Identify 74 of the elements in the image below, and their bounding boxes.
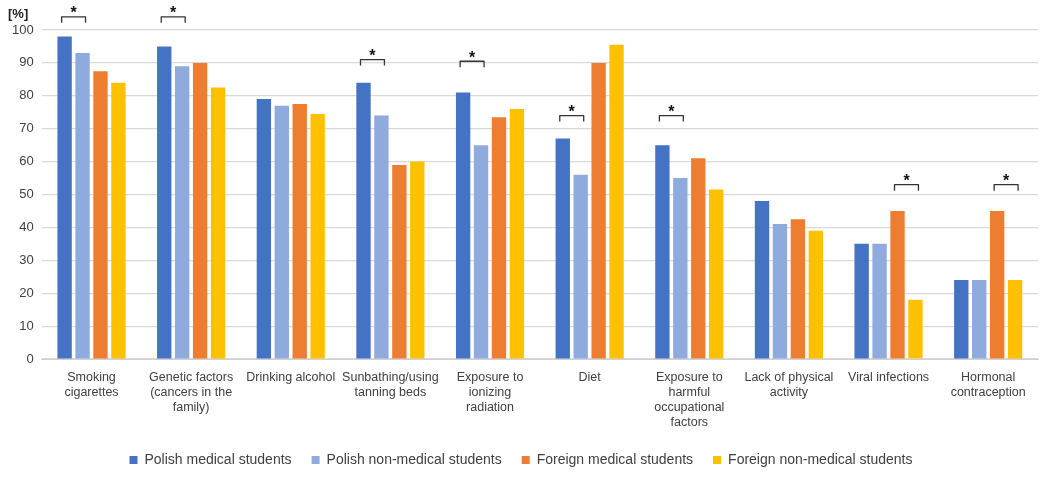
annotation: * bbox=[369, 47, 377, 65]
x-tick-label: Diet bbox=[578, 369, 602, 384]
bar bbox=[175, 66, 190, 359]
bar bbox=[573, 174, 588, 359]
annotation: * bbox=[903, 172, 911, 190]
y-tick-label: 100 bbox=[11, 21, 34, 37]
bar bbox=[808, 230, 823, 359]
bar bbox=[210, 87, 226, 359]
bar bbox=[157, 46, 172, 359]
bar bbox=[591, 62, 606, 359]
bar bbox=[473, 145, 489, 359]
bar bbox=[854, 243, 869, 359]
bar bbox=[410, 161, 425, 359]
bar bbox=[310, 113, 325, 359]
x-tick-label: Exposure to ionizing radiation bbox=[456, 369, 524, 414]
bar bbox=[989, 210, 1005, 359]
bar bbox=[555, 138, 570, 359]
annotation: * bbox=[568, 102, 576, 120]
bar bbox=[754, 201, 770, 359]
bar bbox=[609, 44, 624, 359]
y-tick-label: 70 bbox=[19, 120, 34, 136]
x-tick-label: Smoking cigarettes bbox=[64, 369, 119, 399]
bar bbox=[292, 104, 307, 359]
annotation: * bbox=[1003, 172, 1010, 190]
bar bbox=[972, 280, 987, 359]
bar bbox=[790, 219, 806, 359]
bar bbox=[75, 53, 90, 359]
annotation: * bbox=[468, 48, 476, 66]
x-tick-label: Genetic factors (cancers in the family) bbox=[149, 369, 234, 414]
legend-label: Polish medical students bbox=[144, 450, 292, 467]
x-tick-label: Drinking alcohol bbox=[246, 369, 336, 384]
annotation: * bbox=[668, 102, 676, 120]
y-tick-label: 0 bbox=[26, 350, 34, 366]
bar bbox=[709, 189, 724, 359]
y-axis-title: [%] bbox=[8, 5, 29, 21]
bar bbox=[455, 92, 471, 359]
y-tick-label: 80 bbox=[19, 87, 34, 103]
x-tick-label: Hormonal contraception bbox=[950, 369, 1026, 399]
bar bbox=[509, 108, 525, 359]
bar bbox=[908, 299, 923, 359]
bar bbox=[111, 82, 126, 359]
x-tick-label: Exposure to harmful occupational factors bbox=[654, 369, 725, 429]
legend-label: Polish non-medical students bbox=[326, 450, 502, 467]
bar bbox=[872, 243, 887, 359]
x-tick-label: Lack of physical activity bbox=[744, 369, 834, 399]
x-tick-label: Sunbathing/using tanning beds bbox=[342, 369, 439, 399]
bar bbox=[57, 36, 72, 359]
text: * bbox=[170, 4, 178, 22]
bar bbox=[93, 71, 108, 359]
y-tick-label: 20 bbox=[19, 284, 34, 300]
x-tick-label: Viral infections bbox=[848, 369, 930, 384]
bar bbox=[374, 115, 389, 359]
bar bbox=[673, 178, 688, 359]
bar bbox=[392, 164, 407, 359]
text: * bbox=[70, 4, 78, 22]
bar bbox=[691, 158, 706, 359]
bar bbox=[655, 145, 670, 359]
bar bbox=[192, 62, 208, 359]
legend-label: Foreign medical students bbox=[536, 450, 694, 467]
bar bbox=[356, 82, 371, 359]
bar bbox=[491, 117, 507, 359]
bar bbox=[890, 210, 905, 359]
bar bbox=[256, 99, 272, 359]
bar bbox=[274, 105, 289, 359]
bar bbox=[772, 224, 788, 359]
y-tick-label: 40 bbox=[19, 218, 34, 234]
y-tick-label: 90 bbox=[19, 54, 34, 70]
y-tick-label: 10 bbox=[19, 317, 34, 333]
y-tick-label: 60 bbox=[19, 153, 34, 169]
y-tick-label: 50 bbox=[19, 186, 34, 202]
bar bbox=[954, 280, 969, 359]
y-tick-label: 30 bbox=[19, 251, 34, 267]
legend-label: Foreign non-medical students bbox=[728, 450, 913, 467]
bar bbox=[1007, 280, 1023, 359]
